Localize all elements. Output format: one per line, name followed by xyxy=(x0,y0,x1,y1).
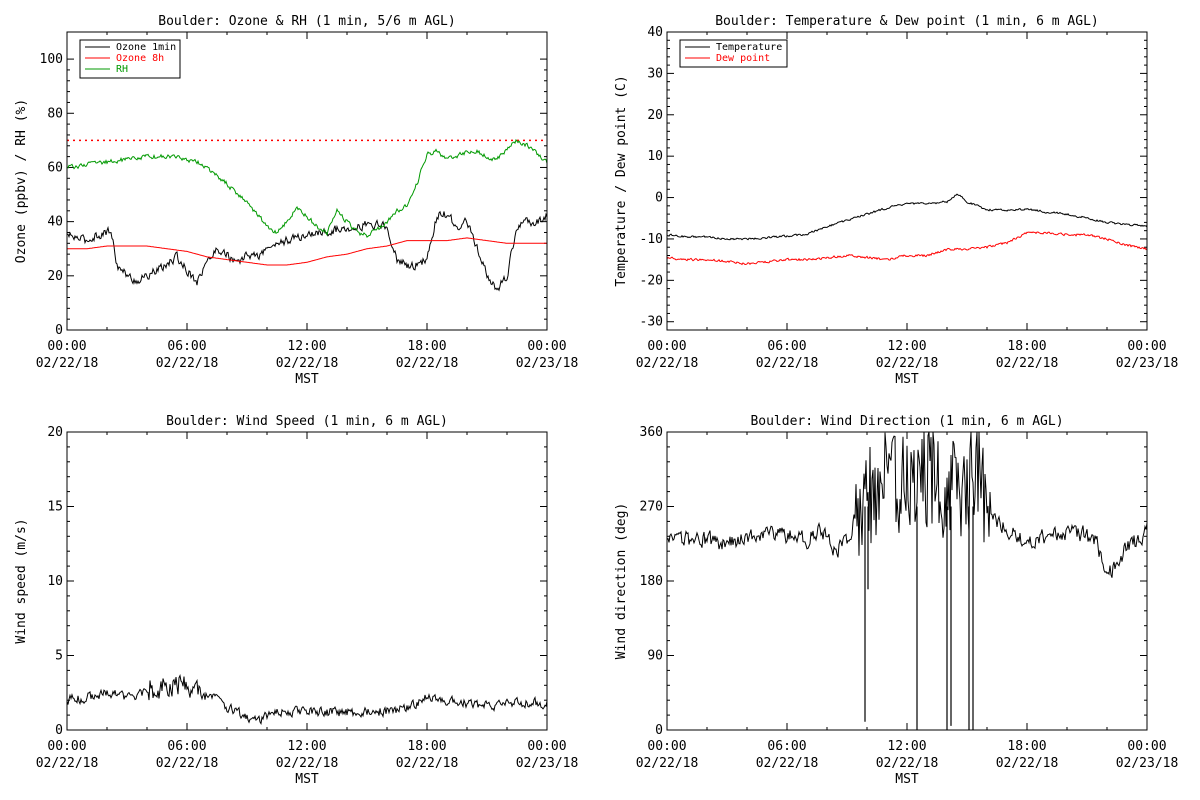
y-tick-label: 40 xyxy=(647,25,663,40)
x-tick-time: 00:00 xyxy=(47,739,86,754)
y-tick-label: -20 xyxy=(640,273,663,288)
x-tick-time: 00:00 xyxy=(527,739,566,754)
y-tick-label: 90 xyxy=(647,649,663,664)
x-tick-time: 00:00 xyxy=(1127,339,1166,354)
x-tick-date: 02/22/18 xyxy=(876,756,939,771)
x-tick-date: 02/22/18 xyxy=(36,756,99,771)
legend-label: Ozone 1min xyxy=(116,42,176,53)
y-tick-label: 5 xyxy=(55,649,63,664)
legend-label: Dew point xyxy=(716,53,770,64)
legend-box xyxy=(679,39,788,68)
plot-frame xyxy=(666,431,1148,731)
y-axis-label: Temperature / Dew point (C) xyxy=(614,75,629,286)
chart-title: Boulder: Wind Speed (1 min, 6 m AGL) xyxy=(166,414,448,429)
x-tick-time: 00:00 xyxy=(647,339,686,354)
chart-temperature-dewpoint: Boulder: Temperature & Dew point (1 min,… xyxy=(614,14,1178,387)
plot-frame xyxy=(66,431,548,731)
x-tick-time: 12:00 xyxy=(287,339,326,354)
x-tick-date: 02/22/18 xyxy=(156,356,219,371)
y-tick-label: 20 xyxy=(47,269,63,284)
x-axis-label: MST xyxy=(895,772,919,787)
chart-title: Boulder: Ozone & RH (1 min, 5/6 m AGL) xyxy=(158,14,455,29)
x-tick-date: 02/22/18 xyxy=(996,756,1059,771)
legend-box xyxy=(79,39,181,79)
chart-wind-direction: Boulder: Wind Direction (1 min, 6 m AGL)… xyxy=(614,414,1178,787)
y-tick-label: 0 xyxy=(55,723,63,738)
legend-label: Temperature xyxy=(716,42,782,53)
y-tick-label: -10 xyxy=(640,232,663,247)
y-tick-label: 20 xyxy=(647,108,663,123)
y-tick-label: 360 xyxy=(640,425,663,440)
y-tick-label: 20 xyxy=(47,425,63,440)
x-tick-time: 18:00 xyxy=(407,339,446,354)
x-tick-date: 02/22/18 xyxy=(876,356,939,371)
series-ozone-1min-line xyxy=(67,210,547,292)
y-tick-label: 0 xyxy=(655,191,663,206)
x-tick-time: 00:00 xyxy=(1127,739,1166,754)
x-tick-date: 02/22/18 xyxy=(276,356,339,371)
y-tick-label: 60 xyxy=(47,160,63,175)
y-axis-label: Wind direction (deg) xyxy=(614,503,629,660)
x-tick-time: 06:00 xyxy=(167,339,206,354)
plot-frame xyxy=(66,31,548,331)
x-tick-date: 02/22/18 xyxy=(636,356,699,371)
x-tick-time: 12:00 xyxy=(887,739,926,754)
y-axis-label: Ozone (ppbv) / RH (%) xyxy=(14,99,29,263)
y-tick-label: 10 xyxy=(47,574,63,589)
series-dew-point-line xyxy=(667,231,1147,266)
x-tick-date: 02/22/18 xyxy=(756,756,819,771)
y-tick-label: -30 xyxy=(640,315,663,330)
x-axis-label: MST xyxy=(295,772,319,787)
x-tick-time: 12:00 xyxy=(287,739,326,754)
x-tick-time: 12:00 xyxy=(887,339,926,354)
series-line xyxy=(667,432,1147,578)
legend-label: RH xyxy=(116,64,128,75)
y-tick-label: 10 xyxy=(647,149,663,164)
y-tick-label: 180 xyxy=(640,574,663,589)
y-tick-label: 100 xyxy=(40,52,63,67)
x-tick-date: 02/22/18 xyxy=(396,356,459,371)
chart-wind-speed: Boulder: Wind Speed (1 min, 6 m AGL) 0 5 10… xyxy=(14,414,578,787)
y-axis-label: Wind speed (m/s) xyxy=(14,518,29,643)
y-tick-label: 270 xyxy=(640,500,663,515)
x-tick-time: 18:00 xyxy=(407,739,446,754)
x-tick-date: 02/22/18 xyxy=(276,756,339,771)
x-tick-time: 06:00 xyxy=(767,739,806,754)
x-tick-date: 02/22/18 xyxy=(156,756,219,771)
x-tick-date: 02/23/18 xyxy=(1116,356,1179,371)
x-tick-date: 02/22/18 xyxy=(996,356,1059,371)
plot-frame xyxy=(666,31,1148,331)
x-axis-label: MST xyxy=(895,372,919,387)
legend-label: Ozone 8h xyxy=(116,53,164,64)
x-tick-time: 00:00 xyxy=(527,339,566,354)
x-tick-date: 02/23/18 xyxy=(516,756,579,771)
x-tick-time: 18:00 xyxy=(1007,739,1046,754)
series-rh-line xyxy=(67,138,547,238)
x-tick-date: 02/22/18 xyxy=(36,356,99,371)
chart-title: Boulder: Temperature & Dew point (1 min,… xyxy=(715,14,1099,29)
chart-ozone-rh: Boulder: Ozone & RH (1 min, 5/6 m AGL)02… xyxy=(14,14,578,387)
y-tick-label: 15 xyxy=(47,500,63,515)
x-tick-time: 06:00 xyxy=(167,739,206,754)
series-line xyxy=(67,673,547,726)
x-tick-date: 02/22/18 xyxy=(756,356,819,371)
series-ozone-8h-line xyxy=(67,237,547,266)
y-tick-label: 30 xyxy=(647,66,663,81)
y-tick-label: 0 xyxy=(55,323,63,338)
series-temperature-line xyxy=(667,193,1147,241)
x-tick-date: 02/23/18 xyxy=(1116,756,1179,771)
x-tick-time: 18:00 xyxy=(1007,339,1046,354)
x-tick-date: 02/23/18 xyxy=(516,356,579,371)
chart-title: Boulder: Wind Direction (1 min, 6 m AGL) xyxy=(750,414,1063,429)
x-tick-date: 02/22/18 xyxy=(636,756,699,771)
x-axis-label: MST xyxy=(295,372,319,387)
x-tick-time: 00:00 xyxy=(47,339,86,354)
y-tick-label: 0 xyxy=(655,723,663,738)
x-tick-time: 06:00 xyxy=(767,339,806,354)
x-tick-date: 02/22/18 xyxy=(396,756,459,771)
x-tick-time: 00:00 xyxy=(647,739,686,754)
y-tick-label: 80 xyxy=(47,106,63,121)
y-tick-label: 40 xyxy=(47,215,63,230)
